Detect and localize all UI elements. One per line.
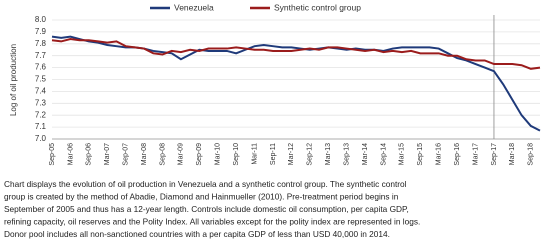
x-tick-label: Mar-11: [251, 143, 258, 165]
x-tick-label: Sep-13: [343, 143, 350, 166]
x-tick-label: Mar-06: [67, 143, 74, 165]
x-tick-label: Sep-11: [270, 143, 277, 165]
x-tick-label: Mar-08: [141, 143, 148, 165]
series-line: [51, 38, 541, 70]
x-tick-label: Sep-07: [123, 143, 130, 166]
y-tick-label: 7.2: [35, 110, 47, 119]
x-tick-label: Mar-14: [362, 143, 369, 165]
x-tick-label: Mar-17: [472, 143, 479, 165]
x-tick-label: Mar-18: [509, 143, 516, 165]
x-tick-label: Sep-08: [159, 143, 166, 166]
x-tick-label: Sep-18: [528, 143, 535, 166]
x-tick-label: Sep-06: [86, 143, 93, 166]
x-tick-label: Sep-15: [417, 143, 424, 166]
x-tick-label: Sep-14: [380, 143, 387, 166]
legend-label: Synthetic control group: [274, 2, 361, 12]
y-tick-label: 8.0: [35, 15, 47, 24]
x-tick-label: Sep-12: [307, 143, 314, 166]
x-tick-label: Sep-17: [491, 143, 498, 166]
y-tick-label: 7.1: [35, 122, 47, 131]
y-tick-label: 7.9: [35, 27, 47, 36]
caption-line: refining capacity, oil reserves and the …: [4, 217, 420, 227]
x-tick-label: Mar-07: [104, 143, 111, 165]
y-tick-label: 7.4: [35, 87, 47, 96]
y-tick-label: 7.0: [35, 134, 47, 143]
caption-line: September of 2005 and thus has a 12-year…: [4, 204, 409, 214]
caption-line: group is created by the method of Abadie…: [4, 192, 399, 202]
x-tick-label: Mar-13: [325, 143, 332, 165]
x-tick-label: Mar-10: [215, 143, 222, 165]
y-tick-label: 7.3: [35, 98, 47, 107]
x-tick-label: Mar-15: [399, 143, 406, 165]
x-tick-label: Sep-05: [49, 143, 56, 166]
x-tick-label: Mar-16: [436, 143, 443, 165]
caption-line: Donor pool includes all non-sanctioned c…: [4, 229, 390, 239]
x-tick-label: Mar-12: [288, 143, 295, 165]
x-tick-label: Sep-10: [233, 143, 240, 166]
y-tick-label: 7.5: [35, 75, 47, 84]
caption-line: Chart displays the evolution of oil prod…: [4, 179, 407, 189]
y-tick-label: 7.7: [35, 51, 47, 60]
legend-label: Venezuela: [174, 2, 214, 12]
x-tick-label: Mar-09: [178, 143, 185, 165]
y-tick-label: 7.8: [35, 39, 47, 48]
y-tick-label: 7.6: [35, 63, 47, 72]
x-tick-label: Sep-09: [196, 143, 203, 166]
y-axis-label: Log of oil production: [9, 44, 18, 116]
x-tick-label: Sep-16: [454, 143, 461, 166]
